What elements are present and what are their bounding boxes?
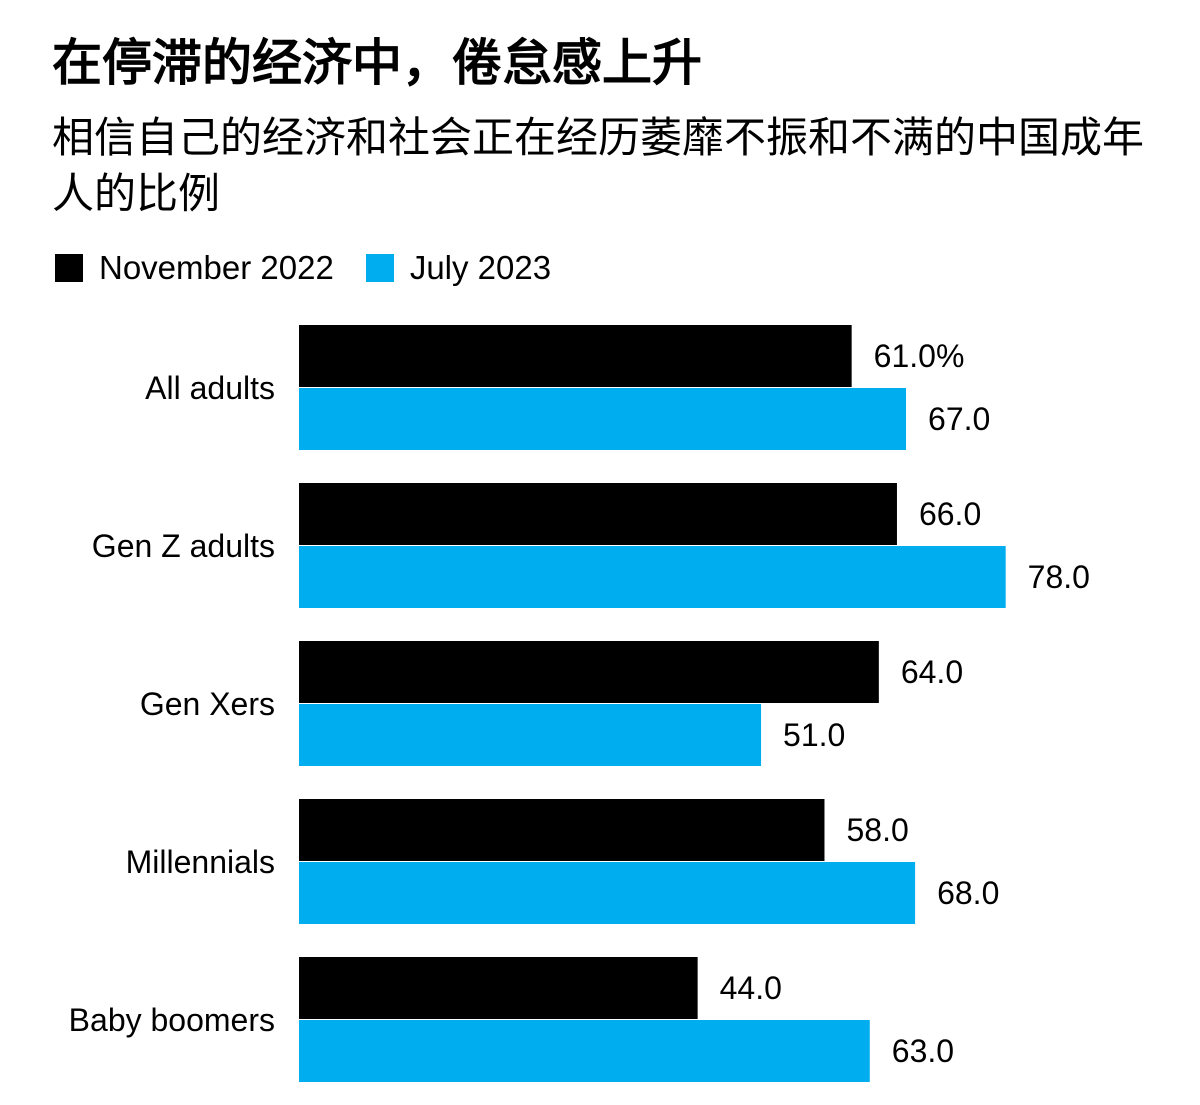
bar-group-all-adults: All adults 61.0% 67.0 [145,325,990,450]
legend: November 2022 July 2023 [55,246,583,290]
legend-swatch-july-2023 [365,254,394,282]
bar-november-2022-gen-z-adults [299,483,897,545]
legend-label-july-2023: July 2023 [409,249,552,286]
bar-july-2023-baby-boomers [299,1020,870,1082]
bar-group-millennials: Millennials 58.0 68.0 [126,799,999,924]
bar-november-2022-all-adults [299,325,852,387]
value-label-november-2022-baby-boomers: 44.0 [720,970,782,1006]
category-label-millennials: Millennials [126,844,275,880]
value-label-july-2023-all-adults: 67.0 [928,401,990,437]
legend-swatch-november-2022 [55,254,83,282]
bar-group-baby-boomers: Baby boomers 44.0 63.0 [69,957,954,1082]
value-label-july-2023-baby-boomers: 63.0 [892,1033,954,1069]
bar-july-2023-all-adults [299,388,907,450]
legend-item-july-2023: July 2023 [365,249,552,287]
category-label-gen-xers: Gen Xers [140,686,275,722]
value-label-july-2023-gen-z-adults: 78.0 [1028,559,1090,595]
chart-title: 在停滞的经济中，倦怠感上升 [52,34,702,92]
legend-label-november-2022: November 2022 [99,249,334,286]
value-label-july-2023-millennials: 68.0 [937,875,999,911]
bar-november-2022-millennials [299,799,825,861]
value-label-november-2022-all-adults: 61.0% [874,338,965,374]
legend-item-november-2022: November 2022 [55,249,334,287]
value-label-july-2023-gen-xers: 51.0 [783,717,845,753]
chart-subtitle: 相信自己的经济和社会正在经历萎靡不振和不满的中国成年人的比例 [52,113,1145,218]
value-label-november-2022-millennials: 58.0 [846,812,908,848]
bar-july-2023-millennials [299,862,916,924]
category-label-all-adults: All adults [145,370,275,406]
bar-group-gen-xers: Gen Xers 64.0 51.0 [140,641,963,766]
category-label-baby-boomers: Baby boomers [69,1002,275,1038]
bar-november-2022-gen-xers [299,641,879,703]
category-label-gen-z-adults: Gen Z adults [92,528,275,564]
bar-july-2023-gen-xers [299,704,762,766]
bar-group-gen-z-adults: Gen Z adults 66.0 78.0 [92,483,1090,608]
value-label-november-2022-gen-z-adults: 66.0 [919,496,981,532]
bar-july-2023-gen-z-adults [299,546,1006,608]
value-label-november-2022-gen-xers: 64.0 [901,654,963,690]
bar-november-2022-baby-boomers [299,957,698,1019]
